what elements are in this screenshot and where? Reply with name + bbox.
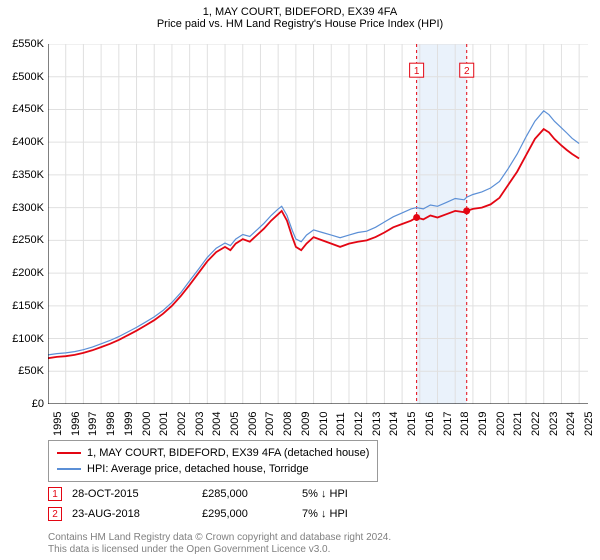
legend: 1, MAY COURT, BIDEFORD, EX39 4FA (detach…	[48, 440, 378, 482]
footer-line2: This data is licensed under the Open Gov…	[48, 544, 391, 556]
x-tick-label: 2018	[459, 412, 471, 436]
x-tick-label: 2009	[300, 412, 312, 436]
x-tick-label: 2019	[477, 412, 489, 436]
y-tick-label: £150K	[12, 300, 44, 312]
legend-item-price-paid: 1, MAY COURT, BIDEFORD, EX39 4FA (detach…	[57, 445, 369, 461]
y-tick-label: £200K	[12, 267, 44, 279]
x-tick-label: 1995	[52, 412, 64, 436]
legend-swatch-price-paid	[57, 452, 81, 455]
y-tick-label: £550K	[12, 38, 44, 50]
sale-marker-1: 1	[48, 487, 62, 501]
y-tick-label: £450K	[12, 103, 44, 115]
title-line2: Price paid vs. HM Land Registry's House …	[0, 18, 600, 30]
x-tick-label: 2008	[282, 412, 294, 436]
x-tick-label: 1996	[70, 412, 82, 436]
y-tick-label: £350K	[12, 169, 44, 181]
legend-item-hpi: HPI: Average price, detached house, Torr…	[57, 461, 369, 477]
x-tick-label: 1997	[87, 412, 99, 436]
x-tick-label: 2024	[565, 412, 577, 436]
sale-date-2: 23-AUG-2018	[72, 508, 202, 520]
y-tick-label: £50K	[18, 365, 44, 377]
x-tick-label: 2007	[264, 412, 276, 436]
sale-row-1: 1 28-OCT-2015 £285,000 5% ↓ HPI	[48, 484, 402, 504]
chart-container: 1, MAY COURT, BIDEFORD, EX39 4FA Price p…	[0, 0, 600, 560]
y-tick-label: £250K	[12, 234, 44, 246]
x-tick-label: 2022	[530, 412, 542, 436]
sale-price-1: £285,000	[202, 488, 302, 500]
title-line1: 1, MAY COURT, BIDEFORD, EX39 4FA	[0, 6, 600, 18]
svg-text:1: 1	[414, 66, 420, 77]
x-tick-label: 2017	[442, 412, 454, 436]
chart-area: 12	[48, 44, 588, 404]
legend-label-hpi: HPI: Average price, detached house, Torr…	[87, 463, 309, 475]
x-tick-label: 2004	[211, 412, 223, 436]
x-tick-label: 2001	[158, 412, 170, 436]
sale-date-1: 28-OCT-2015	[72, 488, 202, 500]
y-tick-label: £0	[32, 398, 44, 410]
y-tick-label: £400K	[12, 136, 44, 148]
x-tick-label: 2013	[371, 412, 383, 436]
sale-marker-2: 2	[48, 507, 62, 521]
legend-label-price-paid: 1, MAY COURT, BIDEFORD, EX39 4FA (detach…	[87, 447, 369, 459]
y-tick-label: £100K	[12, 333, 44, 345]
x-tick-label: 2010	[318, 412, 330, 436]
x-tick-label: 2014	[388, 412, 400, 436]
x-tick-label: 2000	[141, 412, 153, 436]
svg-text:2: 2	[464, 66, 470, 77]
sale-row-2: 2 23-AUG-2018 £295,000 7% ↓ HPI	[48, 504, 402, 524]
sale-price-2: £295,000	[202, 508, 302, 520]
x-tick-label: 2023	[548, 412, 560, 436]
sales-table: 1 28-OCT-2015 £285,000 5% ↓ HPI 2 23-AUG…	[48, 484, 402, 524]
footer: Contains HM Land Registry data © Crown c…	[48, 532, 391, 556]
footer-line1: Contains HM Land Registry data © Crown c…	[48, 532, 391, 544]
x-tick-label: 2006	[247, 412, 259, 436]
y-tick-label: £300K	[12, 202, 44, 214]
chart-svg: 12	[48, 44, 588, 404]
x-tick-label: 1998	[105, 412, 117, 436]
x-tick-label: 2021	[512, 412, 524, 436]
title-block: 1, MAY COURT, BIDEFORD, EX39 4FA Price p…	[0, 0, 600, 30]
y-tick-label: £500K	[12, 71, 44, 83]
x-tick-label: 1999	[123, 412, 135, 436]
sale-diff-2: 7% ↓ HPI	[302, 508, 402, 520]
legend-swatch-hpi	[57, 468, 81, 470]
x-tick-label: 2016	[424, 412, 436, 436]
x-tick-label: 2015	[406, 412, 418, 436]
x-tick-label: 2005	[229, 412, 241, 436]
x-tick-label: 2003	[194, 412, 206, 436]
x-tick-label: 2002	[176, 412, 188, 436]
x-tick-label: 2020	[495, 412, 507, 436]
x-tick-label: 2012	[353, 412, 365, 436]
sale-diff-1: 5% ↓ HPI	[302, 488, 402, 500]
x-tick-label: 2025	[583, 412, 595, 436]
x-tick-label: 2011	[335, 412, 347, 436]
